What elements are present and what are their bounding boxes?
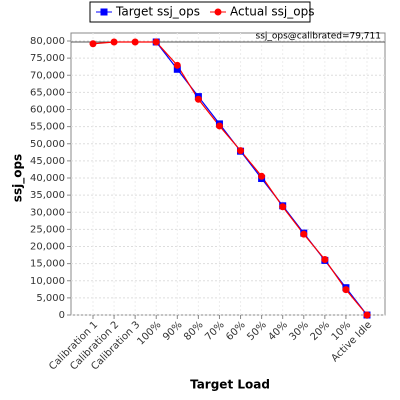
marker [321, 256, 329, 264]
plot-area [70, 32, 386, 316]
marker [342, 286, 350, 294]
legend-marker [100, 8, 108, 16]
y-tick-label: 5,000 [36, 293, 65, 304]
y-tick-label: 65,000 [30, 87, 65, 98]
marker [152, 38, 160, 46]
y-tick-label: 25,000 [30, 224, 65, 235]
y-axis-title: ssj_ops [11, 154, 26, 202]
y-tick-label: 35,000 [30, 190, 65, 201]
y-tick-label: 30,000 [30, 207, 65, 218]
marker [173, 65, 181, 73]
marker [300, 230, 308, 238]
y-tick-label: 60,000 [30, 105, 65, 116]
y-tick-label: 70,000 [30, 70, 65, 81]
x-axis-title: Target Load [190, 378, 270, 392]
y-tick-label: 45,000 [30, 156, 65, 167]
y-tick-label: 0 [59, 310, 65, 321]
y-tick-label: 10,000 [30, 276, 65, 287]
legend: Target ssj_ops Actual ssj_ops [89, 1, 314, 23]
marker [194, 95, 202, 103]
legend-marker [214, 8, 222, 16]
legend-label: Target ssj_ops [115, 5, 200, 19]
marker [215, 122, 223, 130]
reference-label: ssj_ops@calibrated=79,711 [256, 31, 382, 41]
marker [279, 203, 287, 211]
legend-box [89, 1, 311, 23]
y-tick-label: 75,000 [30, 53, 65, 64]
y-tick-label: 15,000 [30, 259, 65, 270]
marker [363, 311, 371, 319]
y-tick-label: 80,000 [30, 36, 65, 47]
marker [131, 38, 139, 46]
y-tick-label: 20,000 [30, 242, 65, 253]
series-line [92, 41, 368, 316]
marker [173, 61, 181, 69]
marker [258, 172, 266, 180]
marker [237, 147, 245, 155]
marker [89, 40, 97, 48]
y-tick-label: 50,000 [30, 139, 65, 150]
y-tick-label: 55,000 [30, 122, 65, 133]
marker [110, 38, 118, 46]
y-tick-label: 40,000 [30, 173, 65, 184]
legend-label: Actual ssj_ops [230, 5, 314, 19]
